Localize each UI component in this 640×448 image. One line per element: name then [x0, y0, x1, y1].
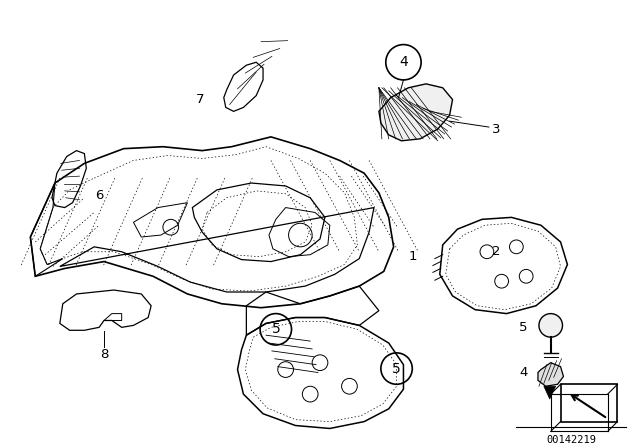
Text: 4: 4	[519, 366, 527, 379]
Text: 5: 5	[519, 321, 527, 334]
Text: 3: 3	[492, 122, 501, 136]
Text: 6: 6	[95, 190, 103, 202]
Text: 00142219: 00142219	[547, 435, 596, 445]
Text: 2: 2	[492, 245, 501, 258]
Polygon shape	[544, 386, 556, 399]
Text: 5: 5	[392, 362, 401, 375]
Text: 5: 5	[271, 322, 280, 336]
Bar	[561, 384, 618, 422]
Text: 1: 1	[409, 250, 417, 263]
Polygon shape	[379, 84, 452, 141]
Text: 8: 8	[100, 349, 108, 362]
Text: 7: 7	[196, 93, 204, 106]
Circle shape	[539, 314, 563, 337]
Polygon shape	[538, 363, 563, 386]
Text: 4: 4	[399, 55, 408, 69]
